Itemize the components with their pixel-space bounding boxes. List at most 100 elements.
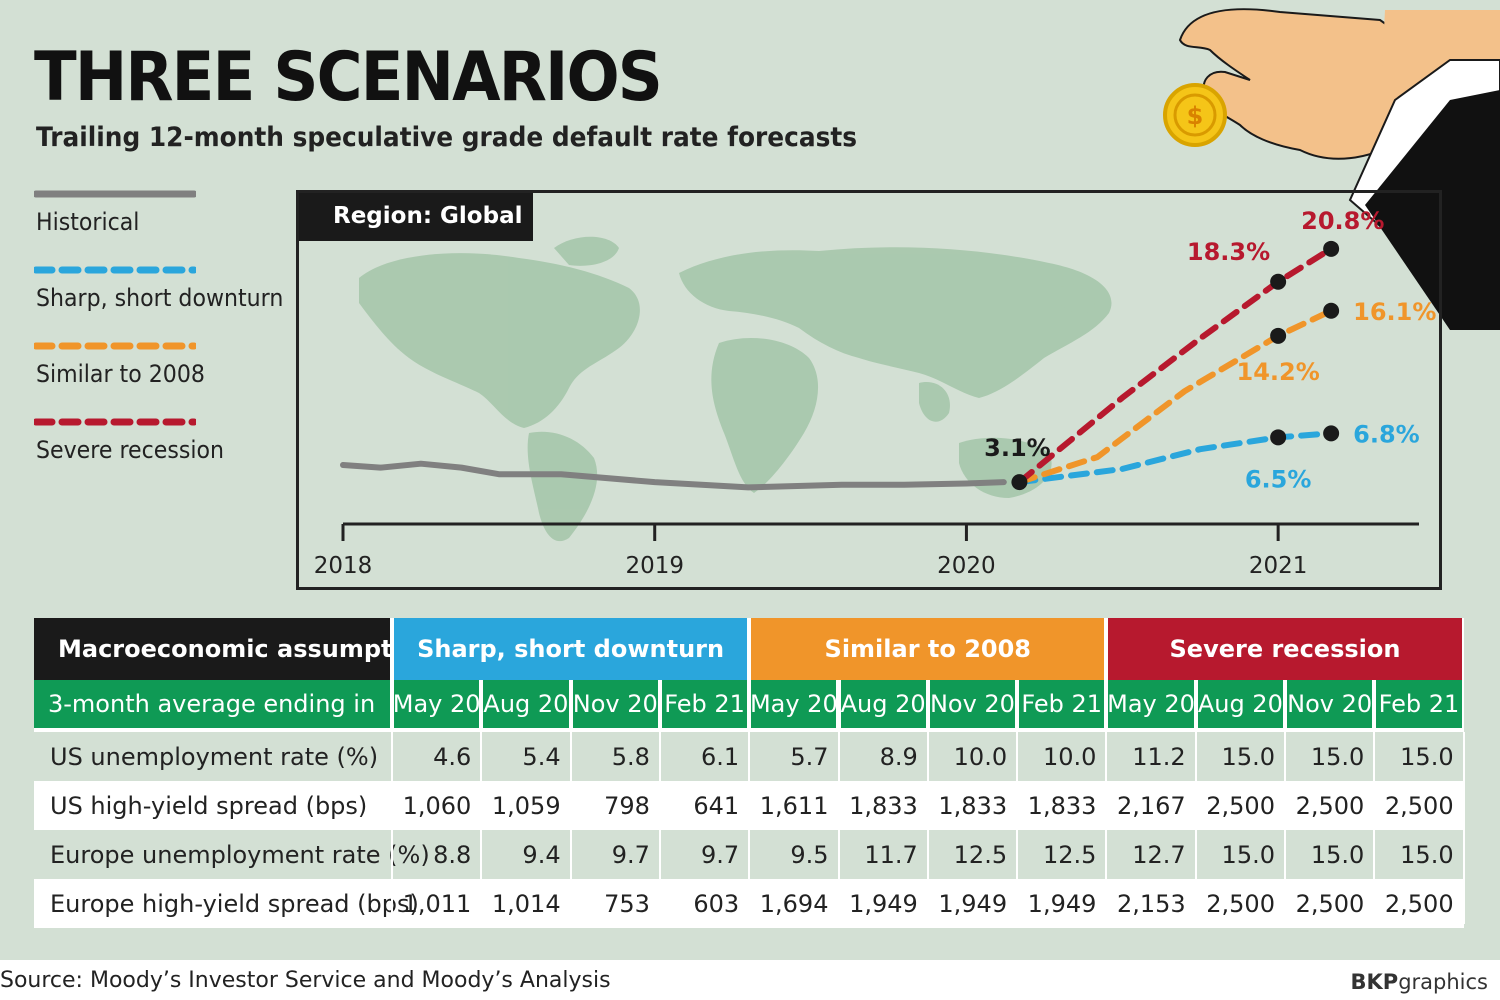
- legend-label-2008: Similar to 2008: [36, 360, 205, 388]
- table-cell-0-2: 5.8: [611, 742, 650, 771]
- table-cell-3-5: 1,949: [849, 889, 918, 918]
- series-line-1: [1016, 430, 1335, 486]
- table-cell-3-2: 753: [604, 889, 650, 918]
- chart-frame: 2018 2019 2020 2021 6.5% 6.8% 14.2% 16.1% 18.3% 2…: [296, 190, 1442, 590]
- table-cell-0-11: 15.0: [1400, 742, 1454, 771]
- table-divider: [658, 732, 661, 924]
- table-header-period: 3-month average ending in: [34, 680, 390, 728]
- table-cell-1-0: 1,060: [402, 791, 472, 820]
- table-cell-0-3: 6.1: [701, 742, 740, 771]
- table-cell-2-9: 15.0: [1221, 840, 1275, 869]
- table-divider: [1016, 732, 1019, 924]
- table-cell-3-11: 2,500: [1384, 889, 1454, 918]
- table-row-label-0: US unemployment rate (%): [50, 742, 379, 771]
- table-cell-1-5: 1,833: [849, 791, 918, 820]
- table-divider: [1284, 732, 1286, 924]
- table-divider: [837, 732, 840, 924]
- table-divider: [569, 732, 572, 924]
- table-period-7: Feb 21: [1019, 680, 1105, 728]
- table-cell-2-5: 11.7: [864, 840, 918, 869]
- table-period-3: Feb 21: [661, 680, 748, 728]
- table-period-6: Nov 20: [929, 680, 1016, 728]
- table-period-2: Nov 20: [572, 680, 658, 728]
- table-cell-2-3: 9.7: [701, 840, 740, 869]
- legend-swatch-sharp: [34, 266, 196, 274]
- table-period-8: May 20: [1107, 680, 1195, 728]
- table-divider: [926, 732, 929, 924]
- series-point-3-1: [1323, 240, 1340, 257]
- table-cell-3-9: 2,500: [1206, 889, 1275, 918]
- legend-label-historical: Historical: [36, 208, 140, 236]
- series-line-0: [340, 460, 1007, 491]
- x-tick-label-2020: 2020: [937, 553, 996, 579]
- table-divider: [1462, 732, 1465, 924]
- series-label-3-0: 18.3%: [1187, 238, 1270, 266]
- table-cell-1-8: 2,167: [1116, 791, 1186, 820]
- legend-swatch-2008: [34, 342, 196, 350]
- table-row-label-1: US high-yield spread (bps): [50, 791, 368, 820]
- table-cell-0-10: 15.0: [1310, 742, 1365, 771]
- x-tick-label-2018: 2018: [314, 553, 373, 579]
- table-cell-1-3: 641: [693, 791, 740, 820]
- table-period-11: Feb 21: [1376, 680, 1462, 728]
- table-cell-1-10: 2,500: [1295, 791, 1365, 820]
- table-header-group-2: Severe recession: [1108, 618, 1462, 680]
- series-point-3-0: [1270, 273, 1287, 290]
- table-cell-1-11: 2,500: [1384, 791, 1454, 820]
- table-cell-0-8: 11.2: [1132, 742, 1186, 771]
- legend-label-sharp: Sharp, short downturn: [36, 284, 284, 312]
- series-label-2-1: 16.1%: [1353, 298, 1436, 326]
- table-cell-0-6: 10.0: [953, 742, 1008, 771]
- table-cell-3-10: 2,500: [1295, 889, 1365, 918]
- table-cell-2-1: 9.4: [522, 840, 561, 869]
- table-cell-1-1: 1,059: [491, 791, 561, 820]
- series-line-3: [1016, 245, 1335, 486]
- table-divider: [1373, 732, 1376, 924]
- table-divider: [1105, 732, 1108, 924]
- series-point-1-1: [1323, 425, 1340, 442]
- legend-swatch-severe: [34, 418, 196, 426]
- table-cell-2-7: 12.5: [1042, 840, 1097, 869]
- table-divider: [748, 732, 751, 924]
- table-cell-3-6: 1,949: [938, 889, 1008, 918]
- table-cell-1-9: 2,500: [1206, 791, 1275, 820]
- table-period-5: Aug 20: [840, 680, 926, 728]
- table-cell-0-9: 15.0: [1221, 742, 1275, 771]
- table-cell-1-2: 798: [604, 791, 650, 820]
- table-cell-3-7: 1,949: [1027, 889, 1097, 918]
- table-cell-3-1: 1,014: [491, 889, 561, 918]
- page-subtitle: Trailing 12-month speculative grade defa…: [36, 122, 858, 153]
- table-period-1: Aug 20: [483, 680, 569, 728]
- legend-label-severe: Severe recession: [36, 436, 224, 464]
- table-divider: [480, 732, 483, 924]
- table-cell-2-6: 12.5: [953, 840, 1008, 869]
- table-cell-1-7: 1,833: [1027, 791, 1097, 820]
- table-cell-2-4: 9.5: [790, 840, 829, 869]
- series-point-1-0: [1270, 429, 1287, 446]
- series-point-2-0: [1270, 327, 1287, 344]
- series-label-3-1: 20.8%: [1301, 207, 1384, 235]
- page-title: THREE SCENARIOS: [34, 38, 663, 117]
- source-note: Source: Moody’s Investor Service and Moo…: [0, 968, 611, 993]
- table-cell-0-0: 4.6: [433, 742, 472, 771]
- table-header-group-0: Sharp, short downturn: [394, 618, 748, 680]
- credit-logo: BKPgraphics: [1351, 970, 1488, 994]
- table-cell-1-6: 1,833: [938, 791, 1008, 820]
- table-cell-0-5: 8.9: [879, 742, 918, 771]
- table-cell-2-8: 12.7: [1132, 840, 1186, 869]
- series-label-2-0: 14.2%: [1237, 358, 1320, 386]
- table-period-9: Aug 20: [1197, 680, 1283, 728]
- world-map-background: [359, 236, 1112, 542]
- series-point-2-1: [1323, 302, 1340, 319]
- table-row-label-2: Europe unemployment rate (%): [50, 840, 430, 869]
- table-cell-2-10: 15.0: [1310, 840, 1365, 869]
- x-tick-label-2019: 2019: [625, 553, 684, 579]
- table-period-0: May 20: [393, 680, 481, 728]
- table-cell-2-11: 15.0: [1400, 840, 1454, 869]
- table-cell-2-2: 9.7: [611, 840, 650, 869]
- hand-coin-icon: $: [1163, 8, 1500, 330]
- x-tick-label-2021: 2021: [1249, 553, 1308, 579]
- table-row-label-3: Europe high-yield spread (bps): [50, 889, 419, 918]
- table-cell-2-0: 8.8: [433, 840, 472, 869]
- series-line-2: [1016, 307, 1335, 486]
